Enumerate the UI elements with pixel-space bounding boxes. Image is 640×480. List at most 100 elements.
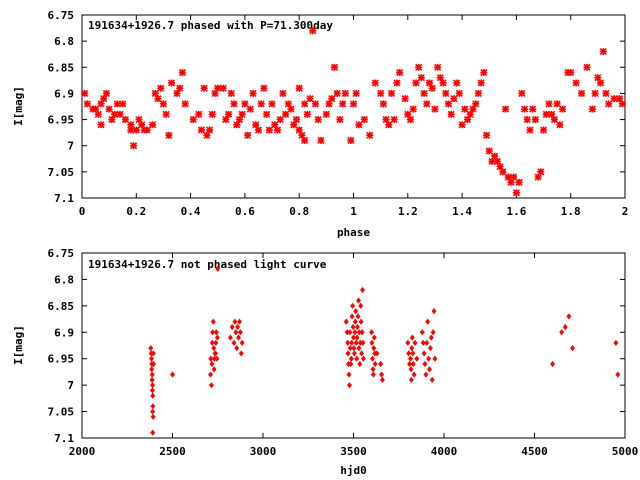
data-point bbox=[314, 116, 322, 124]
data-point bbox=[410, 350, 416, 357]
data-point bbox=[113, 100, 121, 108]
data-point bbox=[371, 334, 377, 341]
data-point bbox=[227, 334, 233, 341]
data-point bbox=[424, 339, 430, 346]
data-point bbox=[360, 286, 366, 294]
data-point bbox=[211, 366, 217, 373]
data-point bbox=[235, 323, 241, 331]
data-point bbox=[213, 350, 219, 357]
y-axis-label: I[mag] bbox=[12, 325, 25, 365]
x-axis-label: phase bbox=[337, 226, 370, 239]
data-point bbox=[159, 100, 168, 108]
data-point bbox=[482, 131, 491, 139]
data-point bbox=[214, 334, 220, 341]
data-point bbox=[149, 121, 157, 129]
data-point bbox=[488, 157, 496, 165]
data-point bbox=[295, 126, 303, 134]
data-point bbox=[431, 308, 437, 315]
y-tick-label: 7 bbox=[67, 379, 74, 392]
data-point bbox=[351, 345, 357, 352]
data-point bbox=[150, 350, 156, 357]
data-point bbox=[385, 121, 393, 129]
y-tick-label: 6.85 bbox=[48, 61, 75, 74]
data-point bbox=[423, 371, 429, 378]
data-point bbox=[359, 350, 365, 357]
data-point bbox=[168, 79, 176, 87]
data-point bbox=[358, 302, 364, 309]
data-point bbox=[246, 105, 254, 113]
data-point bbox=[127, 121, 135, 129]
data-point bbox=[244, 131, 252, 139]
data-point bbox=[355, 121, 363, 129]
data-point bbox=[432, 355, 438, 362]
data-point bbox=[330, 63, 339, 71]
data-point bbox=[610, 95, 618, 103]
data-point bbox=[301, 100, 309, 108]
data-point bbox=[209, 339, 215, 346]
data-point bbox=[548, 110, 556, 118]
data-point bbox=[343, 318, 349, 325]
data-point bbox=[254, 126, 263, 134]
data-point bbox=[431, 105, 439, 113]
data-point bbox=[273, 126, 282, 134]
data-point bbox=[369, 339, 375, 346]
x-tick-label: 0 bbox=[79, 205, 86, 218]
data-point bbox=[539, 126, 548, 134]
data-point bbox=[408, 376, 414, 383]
data-point bbox=[420, 339, 426, 346]
data-point bbox=[407, 360, 413, 368]
data-point bbox=[150, 382, 156, 389]
data-point bbox=[474, 89, 482, 97]
data-point bbox=[181, 100, 189, 108]
data-point bbox=[209, 360, 215, 368]
data-point bbox=[411, 371, 417, 378]
data-point bbox=[347, 329, 353, 336]
data-point bbox=[108, 116, 116, 124]
data-point bbox=[197, 126, 206, 134]
data-point bbox=[382, 116, 390, 124]
data-point bbox=[303, 110, 311, 118]
y-axis-label: I[mag] bbox=[12, 86, 25, 126]
data-point bbox=[346, 371, 352, 378]
data-point bbox=[151, 89, 159, 97]
data-point bbox=[369, 329, 375, 336]
data-point bbox=[231, 339, 237, 346]
data-point bbox=[295, 84, 303, 92]
data-point bbox=[414, 355, 420, 362]
data-point bbox=[496, 163, 504, 171]
data-point bbox=[428, 334, 434, 341]
data-point bbox=[333, 89, 341, 97]
data-point bbox=[405, 339, 411, 346]
data-point bbox=[430, 329, 436, 336]
data-point bbox=[412, 339, 418, 346]
data-point bbox=[154, 95, 162, 103]
x-tick-label: 1.4 bbox=[452, 205, 472, 218]
data-point bbox=[157, 84, 165, 92]
data-point bbox=[529, 105, 537, 113]
data-point bbox=[615, 371, 621, 378]
data-point bbox=[336, 116, 344, 124]
data-point bbox=[570, 345, 575, 352]
data-point bbox=[351, 334, 356, 341]
data-point bbox=[567, 68, 575, 77]
plot-title: 191634+1926.7 phased with P=71.300day bbox=[88, 19, 333, 32]
data-point bbox=[162, 110, 170, 118]
data-point bbox=[260, 84, 268, 92]
data-point bbox=[360, 116, 368, 124]
data-point bbox=[349, 339, 355, 346]
x-tick-label: 1.6 bbox=[506, 205, 526, 218]
data-point bbox=[119, 100, 127, 108]
data-point bbox=[450, 95, 458, 103]
data-point bbox=[406, 350, 412, 357]
data-point bbox=[213, 339, 219, 346]
data-point bbox=[352, 89, 360, 97]
data-point bbox=[354, 355, 360, 362]
plot-title: 191634+1926.7 not phased light curve bbox=[88, 258, 327, 271]
data-point bbox=[412, 79, 420, 87]
data-point bbox=[510, 173, 518, 181]
data-point bbox=[583, 63, 591, 71]
x-tick-label: 1.2 bbox=[398, 205, 418, 218]
data-point bbox=[148, 345, 154, 352]
data-point bbox=[102, 89, 111, 97]
data-point bbox=[504, 173, 512, 181]
